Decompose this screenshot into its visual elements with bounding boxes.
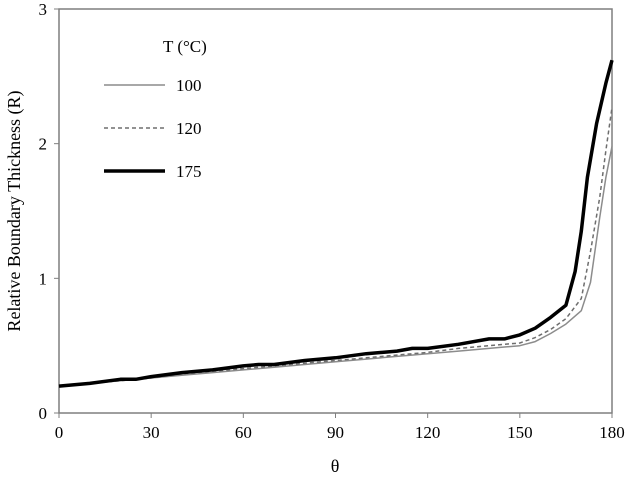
series-line-120 <box>58 107 613 387</box>
x-tick-label: 150 <box>507 423 533 442</box>
y-tick-label: 1 <box>39 269 48 288</box>
legend-title: T (°C) <box>163 37 207 56</box>
x-tick-label: 60 <box>235 423 252 442</box>
x-axis-title: θ <box>331 456 340 476</box>
legend: T (°C) 100 120 175 <box>104 37 207 181</box>
x-axis: 0 30 60 90 120 150 180 <box>55 413 625 442</box>
plot-area <box>58 8 613 414</box>
x-tick-label: 30 <box>143 423 160 442</box>
series-layer <box>58 59 614 388</box>
y-tick-label: 0 <box>39 404 48 423</box>
x-tick-label: 120 <box>415 423 441 442</box>
y-axis: 0 1 2 3 <box>39 0 59 423</box>
y-axis-title: Relative Boundary Thickness (R) <box>4 90 25 331</box>
x-tick-label: 180 <box>599 423 625 442</box>
legend-label: 100 <box>176 76 202 95</box>
legend-label: 120 <box>176 119 202 138</box>
legend-label: 175 <box>176 162 202 181</box>
series-line-175 <box>58 59 614 388</box>
x-tick-label: 0 <box>55 423 64 442</box>
y-tick-label: 3 <box>39 0 48 19</box>
x-tick-label: 90 <box>327 423 344 442</box>
series-line-100 <box>58 146 613 387</box>
y-tick-label: 2 <box>39 135 48 154</box>
